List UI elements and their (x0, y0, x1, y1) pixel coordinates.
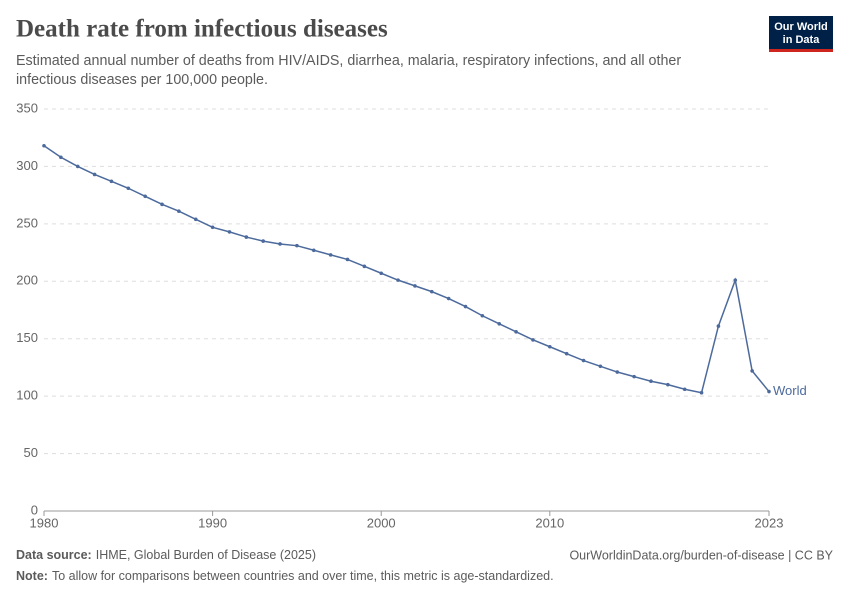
data-point (649, 379, 653, 384)
source: IHME, Global Burden of Disease (2025) (96, 548, 316, 562)
data-point (463, 304, 468, 309)
data-point (396, 278, 400, 282)
data-point (92, 172, 97, 177)
data-point (598, 364, 603, 369)
y-tick-label: 300 (16, 158, 38, 173)
data-point (615, 370, 620, 374)
data-point (682, 387, 687, 392)
data-point (379, 271, 384, 276)
source-label: Data source: (16, 548, 92, 562)
y-tick-label: 100 (16, 388, 38, 403)
data-point (160, 202, 164, 207)
data-point (42, 143, 46, 148)
data-point (362, 264, 367, 269)
data-point (699, 390, 704, 395)
data-point (345, 257, 350, 262)
chart-subtitle: Estimated annual number of deaths from H… (16, 53, 682, 88)
y-tick-label: 250 (16, 215, 38, 230)
data-point (311, 248, 316, 253)
logo-box (769, 16, 833, 50)
data-point (514, 330, 518, 334)
data-point (210, 225, 215, 230)
data-point (278, 242, 282, 246)
footer-source: Data source: IHME, Global Burden of Disea… (16, 548, 316, 562)
x-tick-label: 1990 (198, 515, 227, 530)
y-tick-label: 200 (16, 273, 38, 288)
data-point (244, 235, 249, 239)
y-tick-label: 150 (16, 330, 38, 345)
logo-text: Our World (774, 21, 828, 33)
data-point (548, 344, 552, 349)
footer-url: OurWorldinData.org/burden-of-disease | C… (569, 548, 833, 562)
data-point (126, 186, 131, 191)
data-point (581, 358, 586, 363)
data-point (497, 321, 502, 326)
data-point (750, 369, 754, 373)
data-point (177, 209, 181, 214)
data-point (295, 243, 299, 248)
y-tick-label: 0 (31, 502, 38, 517)
data-point (261, 239, 265, 243)
logo-text: in Data (783, 34, 821, 46)
data-point (716, 324, 721, 328)
x-tick-label: 2000 (367, 515, 396, 530)
data-point (143, 194, 147, 199)
data-point (480, 313, 485, 318)
y-tick-label: 350 (16, 100, 38, 115)
note: To allow for comparisons between countri… (52, 569, 554, 583)
data-point (564, 351, 569, 356)
data-point (193, 217, 198, 222)
data-point (59, 155, 63, 160)
y-tick-label: 50 (24, 445, 38, 460)
data-point (632, 374, 636, 379)
data-point (328, 253, 333, 257)
data-point (733, 278, 738, 282)
chart-title: Death rate from infectious diseases (16, 16, 388, 43)
data-point (531, 338, 535, 342)
series-line (43, 145, 770, 394)
x-tick-label: 2010 (535, 515, 564, 530)
footer-note: Note: To allow for comparisons between co… (16, 569, 554, 583)
data-point (446, 296, 451, 301)
data-point (109, 179, 114, 184)
series-label: World (773, 383, 807, 398)
data-point (75, 164, 80, 169)
data-point (227, 230, 232, 234)
data-point (413, 284, 417, 288)
data-point (666, 382, 670, 387)
logo-stripe (769, 49, 833, 52)
x-tick-label: 2023 (755, 515, 784, 530)
data-point (767, 389, 771, 394)
x-tick-label: 1980 (30, 515, 59, 530)
note-label: Note: (16, 569, 48, 583)
data-point (429, 289, 434, 294)
